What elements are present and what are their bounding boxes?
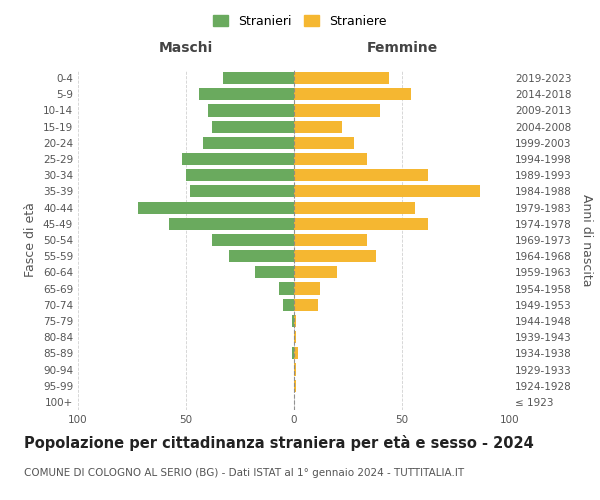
Bar [294, 153, 367, 165]
Bar [229, 250, 294, 262]
Bar [294, 250, 376, 262]
Bar [294, 364, 296, 376]
Bar [294, 282, 320, 294]
Y-axis label: Anni di nascita: Anni di nascita [580, 194, 593, 286]
Text: COMUNE DI COLOGNO AL SERIO (BG) - Dati ISTAT al 1° gennaio 2024 - TUTTITALIA.IT: COMUNE DI COLOGNO AL SERIO (BG) - Dati I… [24, 468, 464, 477]
Bar [294, 298, 318, 311]
Bar [294, 266, 337, 278]
Bar [190, 186, 294, 198]
Bar [292, 315, 294, 327]
Bar [294, 218, 428, 230]
Bar [294, 380, 296, 392]
Bar [223, 72, 294, 84]
Bar [294, 169, 428, 181]
Bar [294, 234, 367, 246]
Bar [294, 104, 380, 117]
Bar [294, 137, 355, 149]
Bar [294, 348, 298, 360]
Bar [212, 120, 294, 132]
Bar [283, 298, 294, 311]
Text: Popolazione per cittadinanza straniera per età e sesso - 2024: Popolazione per cittadinanza straniera p… [24, 435, 534, 451]
Text: Femmine: Femmine [367, 41, 437, 55]
Y-axis label: Fasce di età: Fasce di età [25, 202, 37, 278]
Bar [203, 137, 294, 149]
Bar [212, 234, 294, 246]
Bar [292, 348, 294, 360]
Bar [294, 88, 410, 101]
Bar [294, 202, 415, 213]
Bar [294, 120, 341, 132]
Bar [199, 88, 294, 101]
Bar [182, 153, 294, 165]
Bar [186, 169, 294, 181]
Bar [169, 218, 294, 230]
Legend: Stranieri, Straniere: Stranieri, Straniere [209, 11, 391, 32]
Bar [255, 266, 294, 278]
Bar [208, 104, 294, 117]
Bar [139, 202, 294, 213]
Text: Maschi: Maschi [159, 41, 213, 55]
Bar [294, 72, 389, 84]
Bar [279, 282, 294, 294]
Bar [294, 186, 480, 198]
Bar [294, 331, 296, 343]
Bar [294, 315, 296, 327]
